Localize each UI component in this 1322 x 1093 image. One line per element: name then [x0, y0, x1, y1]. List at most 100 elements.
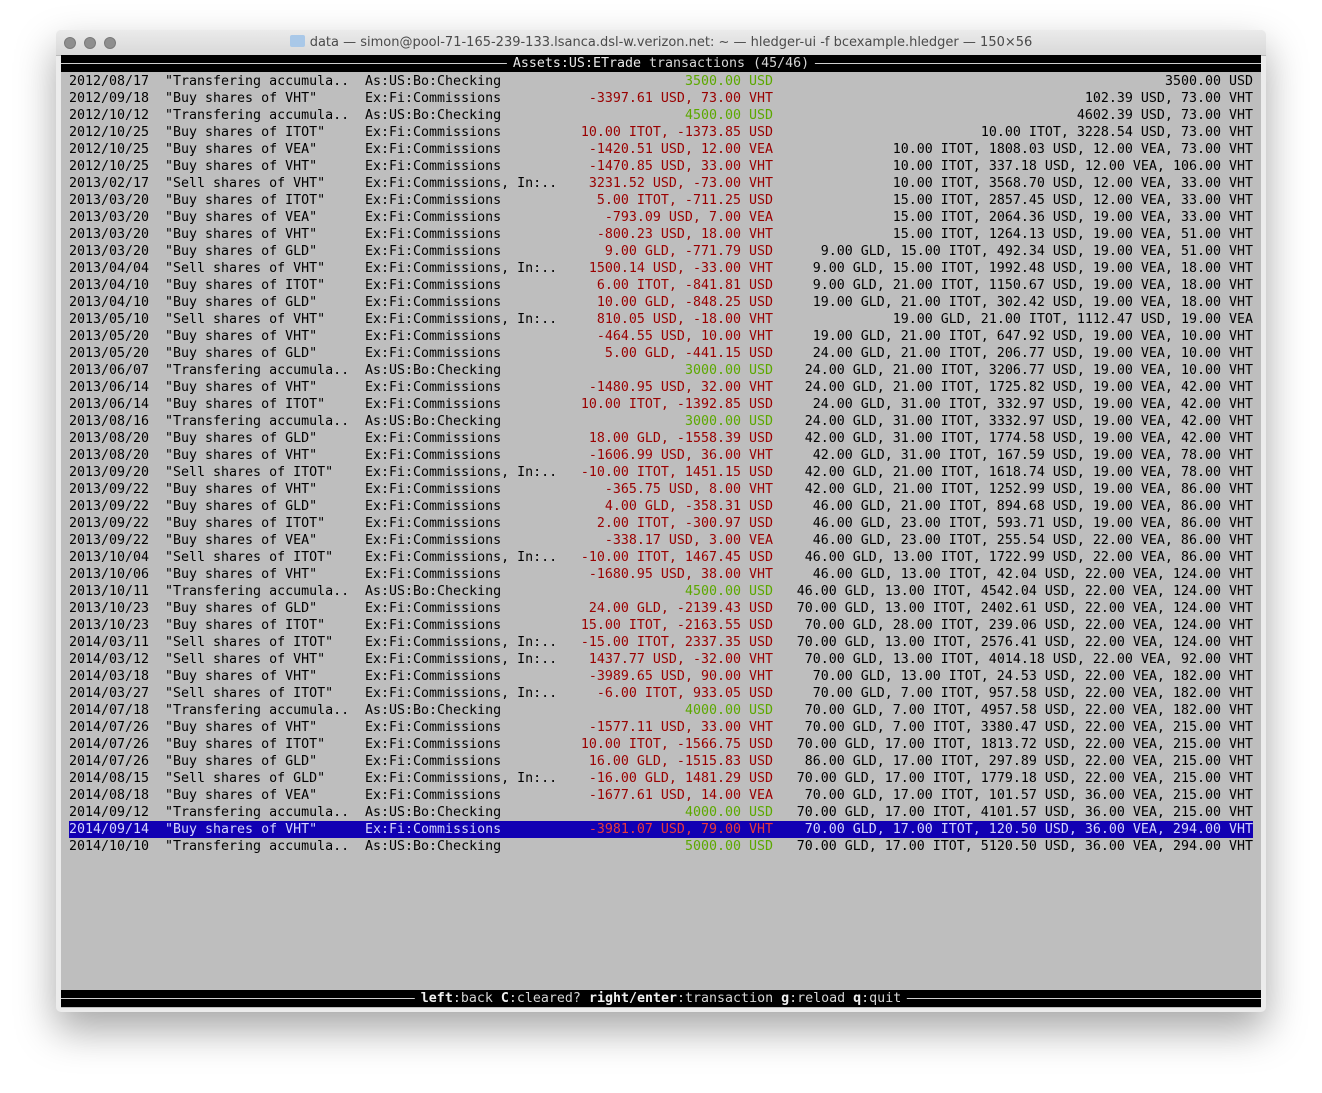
change-amount: 4000.00 USD	[684, 703, 773, 718]
transaction-row[interactable]: 2014/08/18 "Buy shares of VEA" Ex:Fi:Commi…	[61, 787, 1261, 804]
balance: 70.00 GLD, 13.00 ITOT, 24.53 USD, 22.00 …	[812, 669, 1253, 684]
transaction-row[interactable]: 2014/07/26 "Buy shares of ITOT" Ex:Fi:Comm…	[61, 736, 1261, 753]
transaction-row[interactable]: 2013/03/20 "Buy shares of VEA" Ex:Fi:Commi…	[61, 209, 1261, 226]
transaction-row[interactable]: 2013/04/10 "Buy shares of GLD" Ex:Fi:Commi…	[61, 294, 1261, 311]
account: Ex:Fi:Commissions, In:..	[365, 686, 558, 701]
transaction-row[interactable]: 2013/10/04 "Sell shares of ITOT" Ex:Fi:Com…	[61, 549, 1261, 566]
transaction-row[interactable]: 2014/10/10 "Transfering accumula.. As:US:B…	[61, 838, 1261, 855]
date: 2013/05/10	[69, 312, 150, 327]
transaction-row[interactable]: 2013/05/20 "Buy shares of GLD" Ex:Fi:Commi…	[61, 345, 1261, 362]
transaction-row[interactable]: 2013/09/22 "Buy shares of VHT" Ex:Fi:Commi…	[61, 481, 1261, 498]
change-amount: -16.00 GLD, 1481.29 USD	[588, 771, 773, 786]
transaction-row[interactable]: 2014/08/15 "Sell shares of GLD" Ex:Fi:Comm…	[61, 770, 1261, 787]
account: As:US:Bo:Checking	[365, 363, 502, 378]
description: "Sell shares of ITOT"	[165, 465, 334, 480]
transaction-row[interactable]: 2013/10/06 "Buy shares of VHT" Ex:Fi:Commi…	[61, 566, 1261, 583]
date: 2013/08/20	[69, 448, 150, 463]
balance: 46.00 GLD, 13.00 ITOT, 42.04 USD, 22.00 …	[812, 567, 1253, 582]
description: "Buy shares of VEA"	[165, 210, 318, 225]
transaction-row[interactable]: 2013/10/23 "Buy shares of ITOT" Ex:Fi:Comm…	[61, 617, 1261, 634]
description: "Transfering accumula..	[165, 363, 350, 378]
minimize-button[interactable]	[84, 37, 96, 49]
account: Ex:Fi:Commissions, In:..	[365, 261, 558, 276]
transaction-row[interactable]: 2014/07/26 "Buy shares of VHT" Ex:Fi:Commi…	[61, 719, 1261, 736]
account: Ex:Fi:Commissions, In:..	[365, 652, 558, 667]
balance: 42.00 GLD, 21.00 ITOT, 1252.99 USD, 19.0…	[804, 482, 1253, 497]
transaction-row[interactable]: 2013/09/22 "Buy shares of GLD" Ex:Fi:Commi…	[61, 498, 1261, 515]
transaction-row[interactable]: 2013/10/11 "Transfering accumula.. As:US:B…	[61, 583, 1261, 600]
transaction-row[interactable]: 2014/03/11 "Sell shares of ITOT" Ex:Fi:Com…	[61, 634, 1261, 651]
transaction-row[interactable]: 2012/10/25 "Buy shares of ITOT" Ex:Fi:Comm…	[61, 124, 1261, 141]
change-amount: 4500.00 USD	[684, 584, 773, 599]
change-amount: 3000.00 USD	[684, 414, 773, 429]
close-button[interactable]	[64, 37, 76, 49]
transaction-row[interactable]: 2013/05/10 "Sell shares of VHT" Ex:Fi:Comm…	[61, 311, 1261, 328]
change-amount: -3397.61 USD, 73.00 VHT	[588, 91, 773, 106]
transaction-row[interactable]: 2013/09/22 "Buy shares of ITOT" Ex:Fi:Comm…	[61, 515, 1261, 532]
transaction-row[interactable]: 2013/08/20 "Buy shares of GLD" Ex:Fi:Commi…	[61, 430, 1261, 447]
account: Ex:Fi:Commissions, In:..	[365, 771, 558, 786]
transaction-row[interactable]: 2012/10/25 "Buy shares of VHT" Ex:Fi:Commi…	[61, 158, 1261, 175]
account: Ex:Fi:Commissions	[365, 737, 502, 752]
transaction-row[interactable]: 2014/07/26 "Buy shares of GLD" Ex:Fi:Commi…	[61, 753, 1261, 770]
transaction-row[interactable]: 2013/03/20 "Buy shares of ITOT" Ex:Fi:Comm…	[61, 192, 1261, 209]
date: 2013/06/14	[69, 397, 150, 412]
transaction-row[interactable]: 2014/03/12 "Sell shares of VHT" Ex:Fi:Comm…	[61, 651, 1261, 668]
account: Ex:Fi:Commissions	[365, 278, 502, 293]
folder-icon	[289, 35, 305, 47]
transaction-row[interactable]: 2013/03/20 "Buy shares of GLD" Ex:Fi:Commi…	[61, 243, 1261, 260]
transaction-row[interactable]: 2014/03/18 "Buy shares of VHT" Ex:Fi:Commi…	[61, 668, 1261, 685]
balance: 10.00 ITOT, 337.18 USD, 12.00 VEA, 106.0…	[892, 159, 1253, 174]
transaction-row[interactable]: 2013/02/17 "Sell shares of VHT" Ex:Fi:Comm…	[61, 175, 1261, 192]
date: 2013/10/23	[69, 618, 150, 633]
transaction-row[interactable]: 2013/05/20 "Buy shares of VHT" Ex:Fi:Commi…	[61, 328, 1261, 345]
transaction-row[interactable]: 2014/09/12 "Transfering accumula.. As:US:B…	[61, 804, 1261, 821]
date: 2012/10/25	[69, 159, 150, 174]
transaction-row[interactable]: 2012/10/12 "Transfering accumula.. As:US:B…	[61, 107, 1261, 124]
description: "Buy shares of ITOT"	[165, 125, 326, 140]
transaction-row[interactable]: 2013/09/20 "Sell shares of ITOT" Ex:Fi:Com…	[61, 464, 1261, 481]
transaction-row[interactable]: 2013/10/23 "Buy shares of GLD" Ex:Fi:Commi…	[61, 600, 1261, 617]
description: "Sell shares of ITOT"	[165, 635, 334, 650]
balance: 70.00 GLD, 7.00 ITOT, 957.58 USD, 22.00 …	[812, 686, 1253, 701]
transaction-row[interactable]: 2014/07/18 "Transfering accumula.. As:US:B…	[61, 702, 1261, 719]
transaction-row[interactable]: 2013/04/04 "Sell shares of VHT" Ex:Fi:Comm…	[61, 260, 1261, 277]
account: Ex:Fi:Commissions	[365, 91, 502, 106]
transaction-row[interactable]: 2012/08/17 "Transfering accumula.. As:US:B…	[61, 73, 1261, 90]
transaction-row[interactable]: 2012/10/25 "Buy shares of VEA" Ex:Fi:Commi…	[61, 141, 1261, 158]
transaction-row[interactable]: 2014/03/27 "Sell shares of ITOT" Ex:Fi:Com…	[61, 685, 1261, 702]
balance: 3500.00 USD	[1164, 74, 1253, 89]
change-amount: 24.00 GLD, -2139.43 USD	[588, 601, 773, 616]
transaction-row[interactable]: 2013/06/14 "Buy shares of VHT" Ex:Fi:Commi…	[61, 379, 1261, 396]
date: 2013/09/20	[69, 465, 150, 480]
description: "Buy shares of VHT"	[165, 567, 318, 582]
key-3: g	[781, 991, 790, 1006]
change-amount: 10.00 ITOT, -1392.85 USD	[580, 397, 773, 412]
transaction-row-selected[interactable]: 2014/09/14 "Buy shares of VHT" Ex:Fi:Commi…	[69, 821, 1253, 838]
transaction-row[interactable]: 2013/08/16 "Transfering accumula.. As:US:B…	[61, 413, 1261, 430]
transaction-row[interactable]: 2012/09/18 "Buy shares of VHT" Ex:Fi:Commi…	[61, 90, 1261, 107]
transaction-row[interactable]: 2013/06/07 "Transfering accumula.. As:US:B…	[61, 362, 1261, 379]
change-amount: -338.17 USD, 3.00 VEA	[604, 533, 773, 548]
balance: 70.00 GLD, 17.00 ITOT, 101.57 USD, 36.00…	[804, 788, 1253, 803]
description: "Transfering accumula..	[165, 414, 350, 429]
change-amount: 5000.00 USD	[684, 839, 773, 854]
terminal-screen[interactable]: Assets:US:ETrade transactions (45/46) 20…	[61, 55, 1261, 1008]
transaction-row[interactable]: 2013/03/20 "Buy shares of VHT" Ex:Fi:Commi…	[61, 226, 1261, 243]
date: 2014/07/18	[69, 703, 150, 718]
transaction-row[interactable]: 2013/09/22 "Buy shares of VEA" Ex:Fi:Commi…	[61, 532, 1261, 549]
transaction-row[interactable]: 2013/06/14 "Buy shares of ITOT" Ex:Fi:Comm…	[61, 396, 1261, 413]
balance: 15.00 ITOT, 1264.13 USD, 19.00 VEA, 51.0…	[892, 227, 1253, 242]
description: "Sell shares of ITOT"	[165, 686, 334, 701]
balance: 70.00 GLD, 17.00 ITOT, 5120.50 USD, 36.0…	[796, 839, 1253, 854]
description: "Buy shares of GLD"	[165, 346, 318, 361]
account: Ex:Fi:Commissions	[365, 397, 502, 412]
date: 2014/07/26	[69, 720, 150, 735]
balance: 19.00 GLD, 21.00 ITOT, 1112.47 USD, 19.0…	[892, 312, 1253, 327]
transaction-row[interactable]: 2013/08/20 "Buy shares of VHT" Ex:Fi:Commi…	[61, 447, 1261, 464]
zoom-button[interactable]	[104, 37, 116, 49]
date: 2013/04/10	[69, 295, 150, 310]
account: Ex:Fi:Commissions	[365, 499, 502, 514]
transaction-row[interactable]: 2013/04/10 "Buy shares of ITOT" Ex:Fi:Comm…	[61, 277, 1261, 294]
description: "Buy shares of VHT"	[165, 159, 318, 174]
